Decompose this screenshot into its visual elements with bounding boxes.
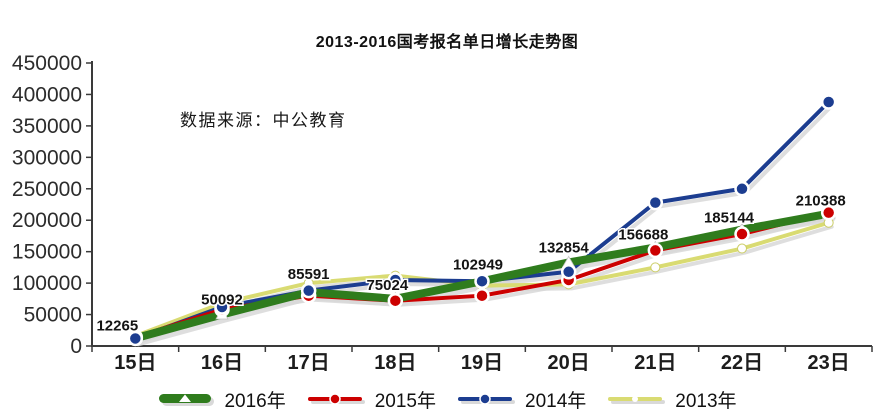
legend-label-2016: 2016年 (224, 390, 286, 412)
x-tick-label: 15日 (114, 352, 156, 374)
legend-label-2015: 2015年 (374, 390, 436, 412)
y-tick-label: 350000 (12, 115, 82, 138)
marker-2013年 (737, 243, 747, 254)
marker-2014年 (300, 282, 317, 299)
legend-item-2016: 2016年 (157, 386, 286, 413)
marker-2015年 (647, 242, 664, 259)
legend-marker-2014-blue-line-dot-icon (458, 393, 515, 405)
marker-2014年 (474, 273, 490, 289)
x-tick-label: 22日 (721, 352, 763, 374)
x-tick-label: 18日 (374, 352, 416, 374)
legend-item-2015: 2015年 (307, 386, 436, 413)
legend-marker-2015-red-line-dot-icon (307, 393, 365, 405)
data-label: 50092 (201, 291, 243, 308)
legend-item-2013: 2013年 (608, 386, 737, 413)
data-label: 102949 (453, 256, 503, 273)
legend-label-2013: 2013年 (675, 390, 737, 412)
marker-2014年 (820, 94, 837, 110)
data-label: 12265 (96, 317, 138, 334)
data-label: 156688 (618, 226, 668, 243)
data-label: 185144 (704, 210, 755, 227)
marker-2014年 (127, 330, 144, 347)
data-label: 210388 (796, 193, 846, 210)
marker-2015年 (474, 287, 490, 304)
chart-title: 2013-2016国考报名单日增长走势图 (315, 34, 579, 51)
marker-2015年 (820, 204, 837, 221)
marker-2015年 (734, 226, 750, 242)
marker-2013年 (650, 262, 661, 273)
y-tick-label: 50000 (24, 304, 82, 327)
x-tick-label: 16日 (201, 352, 243, 374)
chart-legend: 2016年 2015年 2014年 2013年 (0, 383, 894, 415)
y-tick-label: 450000 (12, 52, 82, 75)
marker-2014年 (647, 194, 664, 211)
data-source-note: 数据来源：中公教育 (180, 111, 347, 130)
y-tick-label: 200000 (12, 209, 82, 232)
y-tick-label: 250000 (12, 178, 82, 201)
legend-item-2014: 2014年 (458, 386, 586, 413)
marker-2014年 (214, 299, 230, 315)
y-tick-label: 100000 (12, 272, 82, 295)
legend-label-2014: 2014年 (525, 390, 587, 412)
y-tick-label: 300000 (12, 146, 82, 169)
data-label: 75024 (366, 277, 408, 294)
marker-2014年 (387, 272, 404, 288)
marker-2014年 (560, 264, 577, 280)
x-tick-label: 20日 (548, 352, 590, 374)
y-tick-label: 400000 (12, 83, 82, 106)
x-tick-label: 23日 (808, 352, 850, 374)
x-tick-label: 19日 (461, 352, 503, 374)
x-tick-label: 17日 (288, 352, 330, 374)
legend-marker-2013-khaki-line-dot-icon (608, 396, 666, 404)
y-tick-label: 0 (70, 335, 82, 358)
y-tick-label: 150000 (12, 241, 82, 264)
marker-2015年 (387, 292, 404, 309)
data-label: 132854 (539, 239, 590, 256)
legend-marker-2016-green-band-triangle-icon (159, 394, 215, 406)
data-label: 85591 (288, 266, 330, 283)
x-tick-label: 21日 (634, 352, 676, 374)
marker-2014年 (734, 181, 750, 197)
